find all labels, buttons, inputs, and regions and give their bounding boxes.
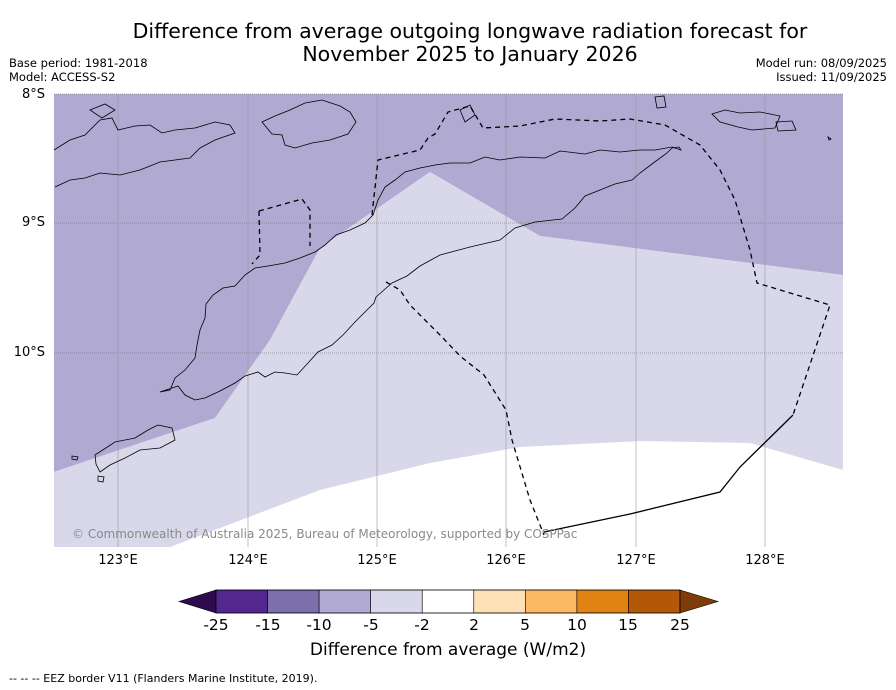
- lon-label-127e: 127°E: [616, 553, 656, 568]
- colorbar-low-arrow: [177, 589, 217, 614]
- colorbar-segment: [267, 589, 320, 614]
- base-period-text: Base period: 1981-2018: [9, 56, 148, 70]
- colorbar-segment: [525, 589, 578, 614]
- colorbar-segment: [576, 589, 629, 614]
- light-purple-zone: [54, 172, 843, 547]
- eez-border-solid: [543, 414, 794, 533]
- small-island-4: [654, 95, 667, 109]
- model-run-text: Model run: 08/09/2025: [755, 56, 887, 70]
- copyright-text: © Commonwealth of Australia 2025, Bureau…: [72, 527, 578, 541]
- meta-left: Base period: 1981-2018 Model: ACCESS-S2: [9, 56, 148, 84]
- colorbar-segment: [421, 589, 475, 614]
- colorbar-label: Difference from average (W/m2): [309, 640, 587, 660]
- colorbar-tick: -10: [306, 616, 332, 634]
- colorbar-tick: 5: [520, 616, 530, 634]
- alor-coastline: [53, 117, 236, 188]
- colorbar-segment: [628, 589, 681, 614]
- small-island-7: [71, 455, 79, 461]
- lat-label-10s: 10°S: [13, 345, 45, 360]
- title-line-1: Difference from average outgoing longwav…: [132, 19, 808, 43]
- meta-right: Model run: 08/09/2025 Issued: 11/09/2025: [756, 56, 887, 84]
- lon-label-124e: 124°E: [228, 553, 268, 568]
- colorbar-segment: [318, 589, 371, 614]
- footer-note: -- -- -- EEZ border V11 (Flanders Marine…: [9, 672, 318, 685]
- colorbar-tick: 15: [618, 616, 638, 634]
- eez-border-south: [385, 281, 545, 536]
- small-island-1: [89, 103, 116, 119]
- colorbar-tick: -25: [203, 616, 229, 634]
- colorbar-tick: -15: [255, 616, 281, 634]
- colorbar-tick: 2: [469, 616, 479, 634]
- eez-border-oecusse: [251, 198, 311, 265]
- lon-label-125e: 125°E: [357, 553, 397, 568]
- title-line-2: November 2025 to January 2026: [302, 42, 638, 66]
- colorbar-frame: [215, 589, 681, 614]
- issued-text: Issued: 11/09/2025: [776, 70, 887, 84]
- small-island-8: [827, 136, 832, 141]
- dark-purple-zone: [54, 94, 843, 472]
- gridlines: [54, 93, 843, 354]
- colorbar-tick: 25: [670, 616, 690, 634]
- meridians: [117, 94, 766, 547]
- lon-label-126e: 126°E: [486, 553, 526, 568]
- small-island-6: [97, 475, 105, 483]
- colorbar-high-arrow: [679, 589, 720, 614]
- small-island-3: [775, 120, 797, 132]
- eez-border-timor-north: [371, 105, 831, 416]
- sumba-coastline: [94, 424, 176, 473]
- colorbar-segment: [215, 589, 268, 614]
- colorbar-segment: [473, 589, 526, 614]
- colorbar-segment: [370, 589, 423, 614]
- lat-label-8s: 8°S: [21, 87, 45, 102]
- colorbar-tick: -2: [414, 616, 430, 634]
- colorbar-tick: 10: [567, 616, 587, 634]
- model-text: Model: ACCESS-S2: [9, 70, 116, 84]
- lat-label-9s: 9°S: [21, 215, 45, 230]
- lon-label-123e: 123°E: [98, 553, 138, 568]
- wetar-coastline: [261, 99, 357, 149]
- colorbar: [177, 589, 720, 614]
- chart-title: Difference from average outgoing longwav…: [100, 20, 840, 66]
- lon-label-128e: 128°E: [745, 553, 785, 568]
- colorbar-tick: -5: [363, 616, 379, 634]
- timor-coastline: [159, 146, 682, 401]
- eez-borders: [251, 105, 831, 536]
